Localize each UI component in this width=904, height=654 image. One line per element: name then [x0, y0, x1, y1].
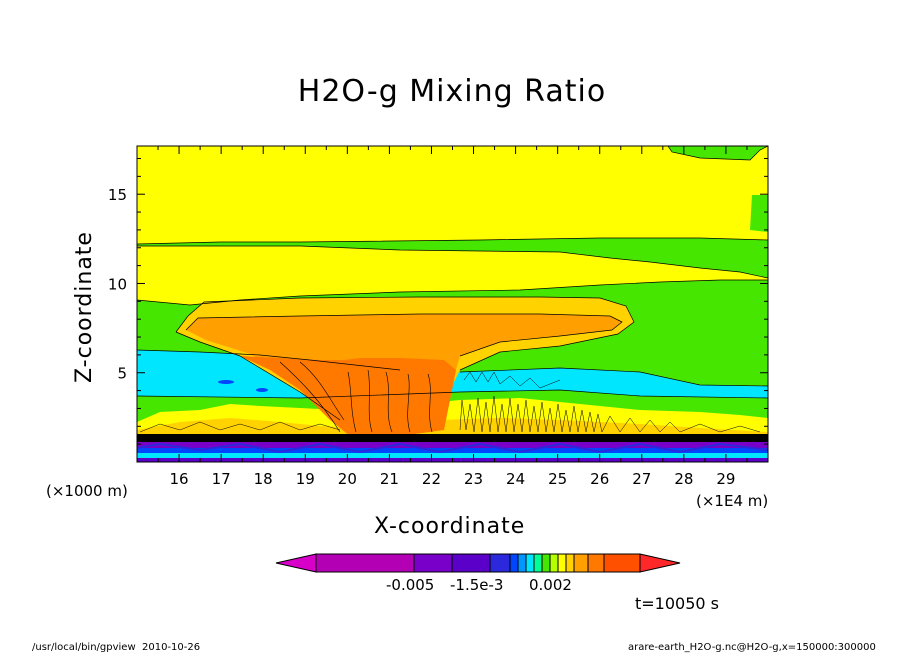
- x-tick-label: 21: [380, 470, 399, 488]
- yellow-mid-band: [137, 246, 768, 305]
- x-tick-label: 16: [170, 470, 189, 488]
- colorbar-cell: [549, 553, 559, 573]
- y-axis: 5 10 15: [108, 157, 768, 445]
- colorbar-cell: [509, 553, 519, 573]
- colorbar-cell: [587, 553, 605, 573]
- colorbar-label-3: 0.002: [529, 576, 572, 594]
- low-turbulence: [139, 371, 761, 433]
- colorbar-cell: [489, 553, 511, 573]
- y-tick-label: 15: [108, 186, 127, 204]
- core-streaks: [279, 361, 433, 433]
- x-tick-label: 29: [716, 470, 735, 488]
- time-label: t=10050 s: [635, 594, 719, 613]
- colorbar-cell: [315, 553, 415, 573]
- x-tick-label: 18: [254, 470, 273, 488]
- y-tick-label: 5: [117, 365, 127, 383]
- x-tick-label: 23: [464, 470, 483, 488]
- chart-title: H2O-g Mixing Ratio: [297, 74, 607, 109]
- x-axis-label: X-coordinate: [374, 514, 526, 539]
- colorbar-arrow-right: [639, 553, 681, 573]
- colorbar-cell: [557, 553, 567, 573]
- colorbar-cell: [413, 553, 453, 573]
- x-unit-right: (×1E4 m): [696, 492, 769, 510]
- colorbar-cell: [565, 553, 575, 573]
- surface-noise: [137, 442, 768, 454]
- colorbar-cell: [451, 553, 491, 573]
- colorbar-cell: [517, 553, 527, 573]
- x-tick-label: 24: [506, 470, 525, 488]
- colorbar-cell: [533, 553, 543, 573]
- y-tick-label: 10: [108, 275, 127, 293]
- x-tick-label: 25: [548, 470, 567, 488]
- x-tick-label: 19: [296, 470, 315, 488]
- x-tick-label: 20: [338, 470, 357, 488]
- x-tick-label: 22: [422, 470, 441, 488]
- blue-blob: [218, 380, 234, 384]
- x-tick-label: 17: [212, 470, 231, 488]
- x-unit-left: (×1000 m): [46, 482, 128, 500]
- x-axis: 16 17 18 19 20 21 22 23 24 25 26 27 28 29: [157, 146, 748, 488]
- colorbar-cell: [573, 553, 589, 573]
- colorbar-arrow-left: [275, 553, 317, 573]
- colorbar-cell: [541, 553, 551, 573]
- colorbar-cell: [525, 553, 535, 573]
- colorbar-cell: [603, 553, 641, 573]
- blue-blob-2: [256, 388, 268, 392]
- x-tick-label: 26: [590, 470, 609, 488]
- cyan-layer: [137, 453, 768, 458]
- footer-left: /usr/local/bin/gpview 2010-10-26: [32, 642, 201, 653]
- x-tick-label: 27: [632, 470, 651, 488]
- contour-field: [137, 146, 768, 462]
- footer-right: arare-earth_H2O-g.nc@H2O-g,x=150000:3000…: [628, 642, 876, 653]
- colorbar-label-2: -1.5e-3: [450, 576, 504, 594]
- x-tick-label: 28: [674, 470, 693, 488]
- yellow-upper-band: [137, 146, 768, 244]
- black-band: [137, 434, 768, 442]
- colorbar-label-1: -0.005: [386, 576, 435, 594]
- contour-lines: [137, 146, 768, 421]
- y-axis-label: Z-coordinate: [72, 231, 97, 383]
- purple-layer: [137, 442, 768, 448]
- colorbar: [275, 553, 681, 573]
